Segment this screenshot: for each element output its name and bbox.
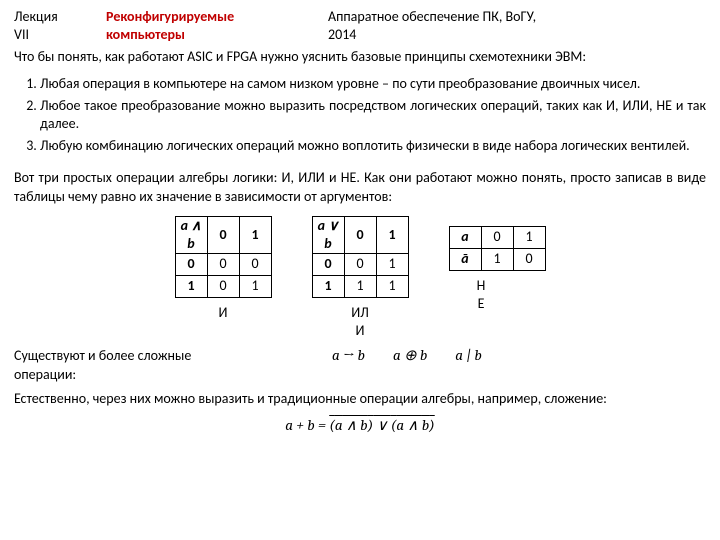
lecture-label: Лекция <box>14 8 94 26</box>
cell: ā <box>449 248 481 270</box>
slide-header: Лекция VII Реконфигурируемые компьютеры … <box>14 8 706 44</box>
header-right: Аппаратное обеспечение ПК, ВоГУ, 2014 <box>328 8 706 44</box>
and-table: a ∧ b 0 1 0 0 0 1 0 1 <box>175 216 272 298</box>
cell: a ∨ b <box>312 216 344 253</box>
course-line2: 2014 <box>328 26 706 44</box>
cell: 1 <box>312 276 344 298</box>
not-caption: Н Е <box>433 277 530 313</box>
cell: 1 <box>239 216 271 253</box>
cell: 0 <box>344 216 376 253</box>
cell: 1 <box>376 216 408 253</box>
cell: 1 <box>376 254 408 276</box>
cell: 0 <box>207 254 239 276</box>
cell: 1 <box>344 276 376 298</box>
cell: 0 <box>207 216 239 253</box>
principles-list: Любая операция в компьютере на самом низ… <box>14 75 706 156</box>
cell: 1 <box>481 248 513 270</box>
lecture-number: VII <box>14 26 94 44</box>
and-caption: И <box>175 304 272 322</box>
complex-ops-label: Существуют и более сложные операции: <box>14 347 304 383</box>
cell: 1 <box>513 226 545 248</box>
cell: 0 <box>344 254 376 276</box>
cell: 1 <box>175 276 207 298</box>
list-item: Любая операция в компьютере на самом низ… <box>40 75 706 93</box>
title-line2: компьютеры <box>106 26 316 44</box>
cell: a <box>449 226 481 248</box>
title-line1: Реконфигурируемые <box>106 8 316 26</box>
addition-formula: a + b = (a ∧ b) ∨ (a ∧ b) <box>14 416 706 436</box>
list-item: Любое такое преобразование можно выразит… <box>40 97 706 133</box>
course-line1: Аппаратное обеспечение ПК, ВоГУ, <box>328 8 706 26</box>
header-center: Реконфигурируемые компьютеры <box>106 8 316 44</box>
cell: 0 <box>207 276 239 298</box>
cell: 1 <box>376 276 408 298</box>
complex-ops-row: Существуют и более сложные операции: a →… <box>14 346 706 383</box>
or-table: a ∨ b 0 1 0 0 1 1 1 1 <box>312 216 409 298</box>
header-left: Лекция VII <box>14 8 94 44</box>
intro-paragraph: Что бы понять, как работают ASIC и FPGA … <box>14 48 706 66</box>
tables-intro-paragraph: Вот три простых операции алгебры логики:… <box>14 169 706 205</box>
cell: 0 <box>513 248 545 270</box>
or-table-wrap: a ∨ b 0 1 0 0 1 1 1 1 ИЛ И <box>312 216 409 341</box>
xor-op: a ⊕ b <box>393 346 427 366</box>
cell: 0 <box>239 254 271 276</box>
cell: 0 <box>481 226 513 248</box>
formula-intro-paragraph: Естественно, через них можно выразить и … <box>14 390 706 408</box>
list-item: Любую комбинацию логических операций мож… <box>40 137 706 155</box>
implication-op: a → b <box>332 346 365 366</box>
cell: 0 <box>175 254 207 276</box>
cell: 0 <box>312 254 344 276</box>
cell: a ∧ b <box>175 216 207 253</box>
not-table-wrap: a 0 1 ā 1 0 Н Е <box>449 226 546 313</box>
or-caption: ИЛ И <box>312 304 409 340</box>
truth-tables-row: a ∧ b 0 1 0 0 0 1 0 1 И a ∨ b 0 1 <box>14 216 706 341</box>
and-table-wrap: a ∧ b 0 1 0 0 0 1 0 1 И <box>175 216 272 323</box>
sheffer-op: a | b <box>455 346 482 366</box>
not-table: a 0 1 ā 1 0 <box>449 226 546 271</box>
cell: 1 <box>239 276 271 298</box>
